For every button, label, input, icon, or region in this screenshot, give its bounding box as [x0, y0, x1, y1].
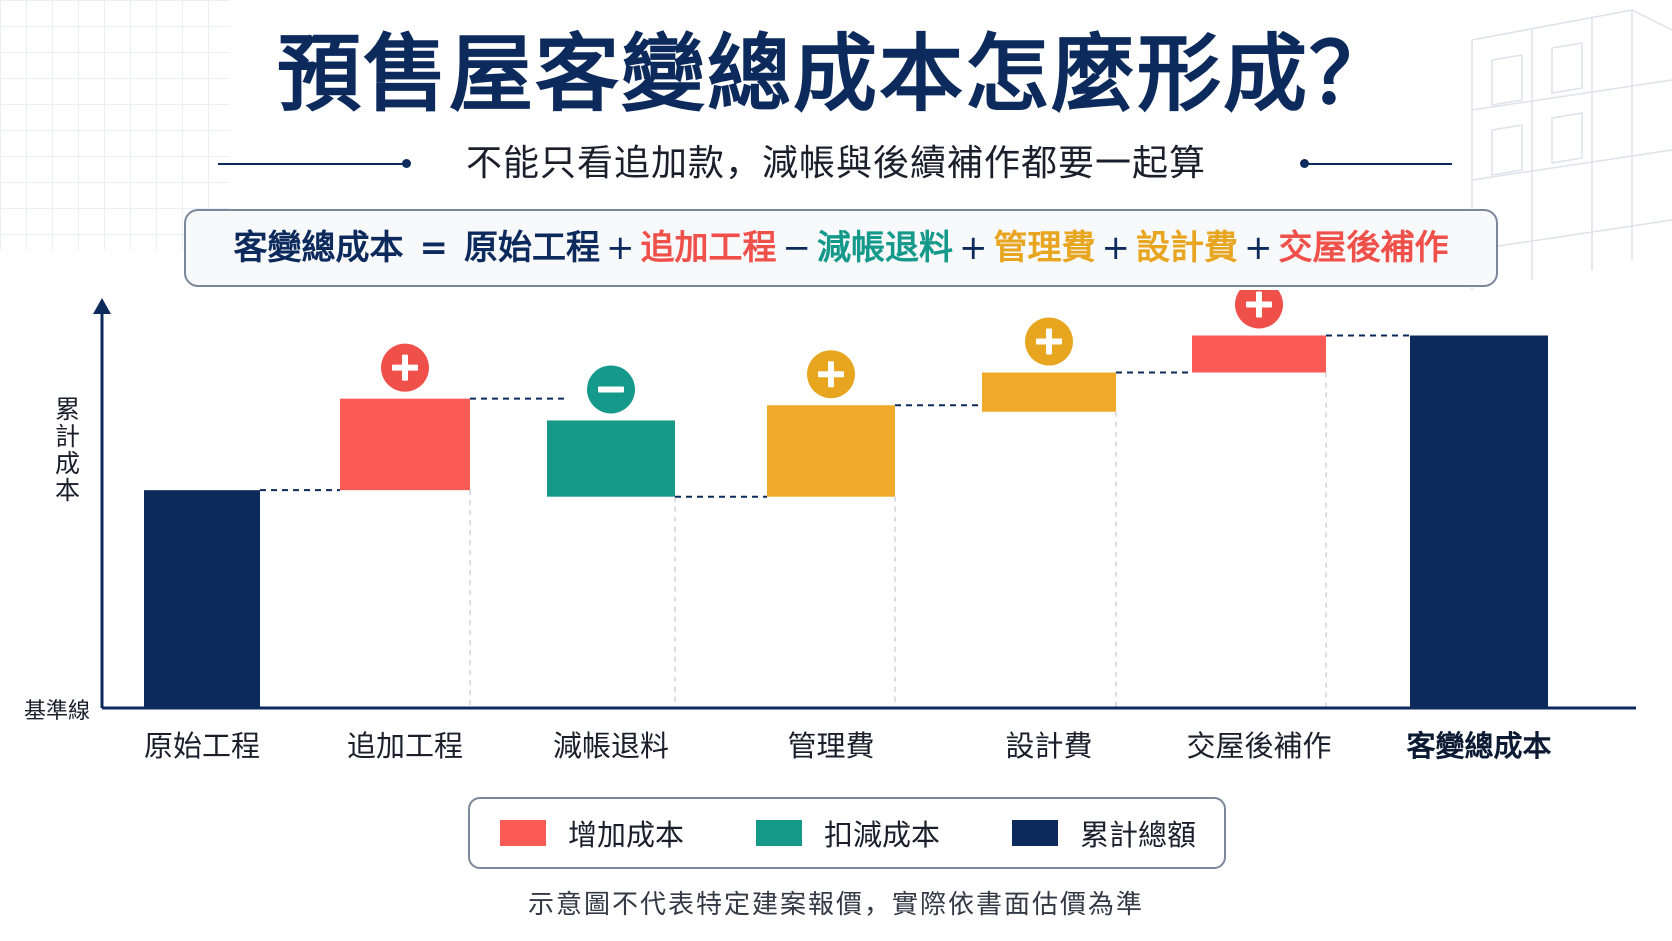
legend-label-total: 累計總額: [1080, 818, 1197, 852]
formula-term: 設計費: [1136, 228, 1238, 268]
legend-label-decrease: 扣減成本: [824, 818, 941, 852]
formula-parts: 原始工程 + 追加工程 − 減帳退料 + 管理費 + 設計費 + 交屋後補作: [464, 231, 1449, 265]
formula-term: 減帳退料: [817, 228, 953, 268]
formula-term: 管理費: [993, 228, 1096, 268]
subtitle: 不能只看追加款，減帳與後續補作都要一起算: [465, 143, 1206, 184]
bar-increase: [767, 405, 895, 497]
page-title: 預售屋客變總成本怎麼形成？: [276, 25, 1395, 123]
subtitle-dot-left: [402, 159, 411, 168]
formula-operator: +: [1101, 228, 1131, 268]
y-axis-label: 累計成本: [52, 396, 81, 504]
bar-increase: [340, 398, 470, 491]
formula-term: 追加工程: [640, 228, 777, 268]
background-grid: [0, 0, 230, 250]
category-label: 管理費: [787, 729, 874, 760]
bar-increase: [1192, 335, 1326, 373]
bar-increase: [982, 372, 1116, 412]
formula-operator: +: [1244, 228, 1273, 268]
footnote: 示意圖不代表特定建案報價，實際依書面估價為準: [527, 890, 1144, 920]
formula-term: 原始工程: [464, 228, 600, 268]
plus-icon: [828, 361, 834, 388]
formula-equals: =: [419, 228, 449, 268]
category-label: 原始工程: [144, 729, 260, 760]
formula-box: 客變總成本 = 原始工程 + 追加工程 − 減帳退料 + 管理費 + 設計費 + 交屋後補作: [184, 209, 1498, 287]
bar-total: [144, 490, 260, 708]
plus-icon: [402, 354, 408, 381]
legend: 增加成本 扣減成本 累計總額: [468, 797, 1226, 869]
formula-term: 交屋後補作: [1278, 228, 1449, 268]
bar-decrease: [547, 420, 675, 497]
plus-icon: [1256, 291, 1262, 318]
plus-icon: [1046, 328, 1052, 355]
subtitle-line-right: [1306, 163, 1452, 165]
category-label: 追加工程: [347, 729, 463, 760]
legend-item-increase: 增加成本: [500, 799, 684, 867]
subtitle-dot-right: [1300, 159, 1309, 168]
category-label: 交屋後補作: [1186, 729, 1331, 760]
legend-swatch-decrease: [756, 820, 802, 846]
minus-icon: [598, 386, 624, 393]
legend-swatch-total: [1012, 820, 1058, 846]
formula-operator: −: [782, 228, 812, 268]
formula-operator: +: [959, 228, 988, 268]
legend-swatch-increase: [500, 820, 546, 846]
legend-label-increase: 增加成本: [568, 818, 685, 852]
bar-total: [1410, 335, 1548, 708]
formula-operator: +: [606, 228, 635, 268]
category-label: 設計費: [1005, 729, 1092, 760]
formula-total: 客變總成本: [233, 228, 404, 268]
building-sketch-decoration: [1471, 9, 1672, 290]
subtitle-row: 不能只看追加款，減帳與後續補作都要一起算: [0, 142, 1672, 186]
category-label: 減帳退料: [553, 729, 669, 760]
baseline-label: 基準線: [24, 699, 90, 724]
legend-item-total: 累計總額: [1012, 799, 1196, 867]
category-label: 客變總成本: [1406, 729, 1551, 760]
subtitle-line-left: [218, 163, 404, 165]
legend-item-decrease: 扣減成本: [756, 799, 940, 867]
y-axis-arrow: [93, 298, 111, 314]
